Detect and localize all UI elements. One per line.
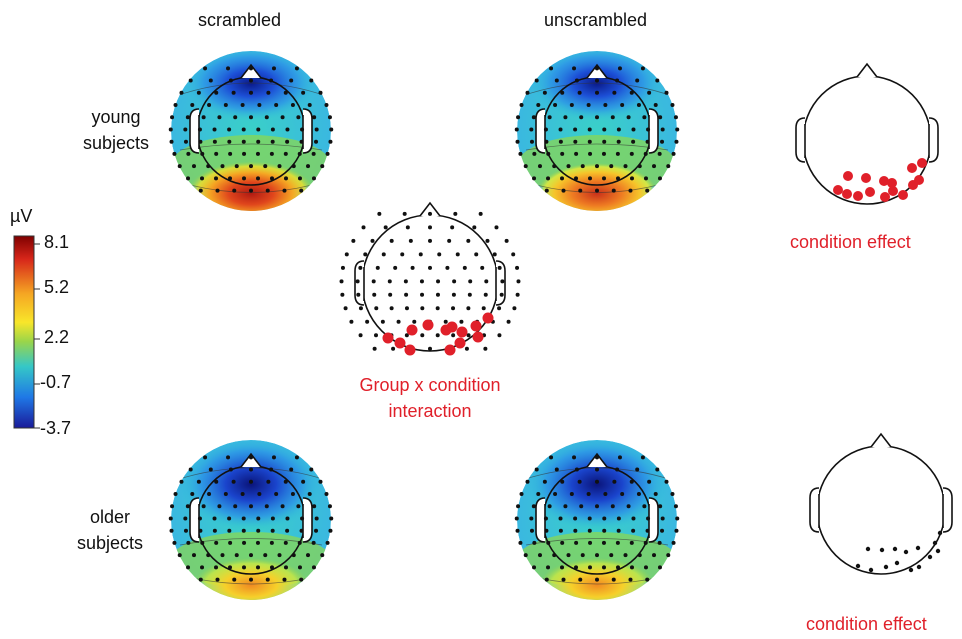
colorbar-ticks xyxy=(34,243,40,429)
significant-electrodes-condition-young xyxy=(833,158,927,202)
condition-effect-label-young: condition effect xyxy=(790,232,911,252)
electrodes-older-scrambled xyxy=(168,455,334,582)
head-outline-young-unscrambled xyxy=(535,63,659,186)
head-outline-condition-older xyxy=(809,432,953,575)
row-label-older: older subjects xyxy=(60,504,160,556)
condition-effect-label-older: condition effect xyxy=(806,614,927,634)
row-label-young-line2: subjects xyxy=(82,133,150,153)
row-label-young-line1: young xyxy=(91,107,141,127)
electrodes-older-unscrambled xyxy=(514,455,680,582)
colorbar-tick-4: -0.7 xyxy=(40,372,72,392)
electrodes-young-unscrambled xyxy=(514,66,680,193)
electrodes-young-scrambled xyxy=(168,66,334,193)
head-outline-interaction xyxy=(354,201,506,352)
head-outline-condition-young xyxy=(795,62,939,205)
interaction-label-line2: interaction xyxy=(388,401,472,421)
row-label-young: young subjects xyxy=(76,104,156,156)
significant-electrodes-interaction xyxy=(382,312,494,356)
significant-electrodes-condition-older xyxy=(855,530,943,573)
column-title-unscrambled: unscrambled xyxy=(544,10,648,30)
row-label-older-line2: subjects xyxy=(76,533,144,553)
interaction-label: Group x condition interaction xyxy=(330,372,530,424)
column-title-scrambled: scrambled xyxy=(198,10,282,30)
colorbar xyxy=(13,235,35,429)
head-outline-young-scrambled xyxy=(189,63,313,186)
colorbar-tick-3: 2.2 xyxy=(44,327,70,347)
colorbar-tick-5: -3.7 xyxy=(40,418,72,438)
head-outline-older-unscrambled xyxy=(535,452,659,575)
row-label-older-line1: older xyxy=(89,507,131,527)
colorbar-tick-2: 5.2 xyxy=(44,277,70,297)
interaction-label-line1: Group x condition xyxy=(359,375,501,395)
colorbar-tick-1: 8.1 xyxy=(44,232,70,252)
colorbar-unit: µV xyxy=(10,206,33,226)
head-outline-older-scrambled xyxy=(189,452,313,575)
